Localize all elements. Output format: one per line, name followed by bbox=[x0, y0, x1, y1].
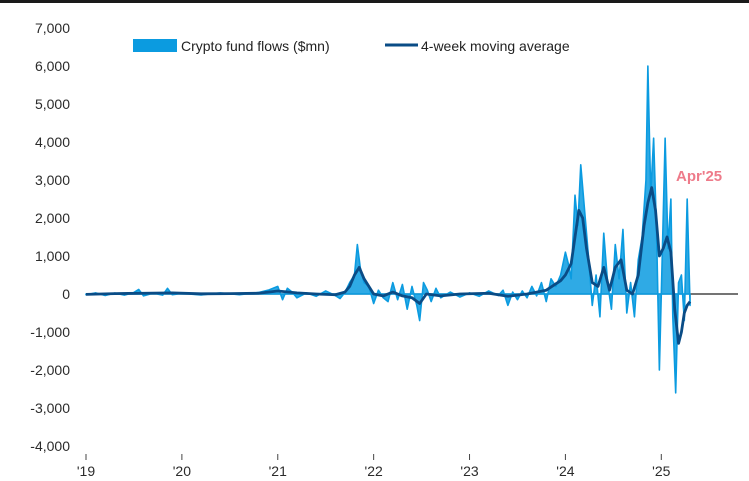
x-tick-label: '22 bbox=[365, 463, 383, 479]
annotations: Apr'25 bbox=[676, 168, 722, 185]
x-tick-label: '21 bbox=[269, 463, 287, 479]
legend-label-fund-flows: Crypto fund flows ($mn) bbox=[181, 38, 330, 54]
x-tick-label: '25 bbox=[652, 463, 670, 479]
y-tick-label: -4,000 bbox=[30, 438, 70, 454]
y-tick-label: 1,000 bbox=[35, 248, 70, 264]
y-tick-label: 0 bbox=[62, 286, 70, 302]
top-border bbox=[0, 0, 749, 3]
y-tick-label: 6,000 bbox=[35, 58, 70, 74]
x-axis: '19 '20 '21 '22 '23 '24 '25 bbox=[77, 293, 738, 479]
y-tick-label: 5,000 bbox=[35, 96, 70, 112]
x-tick-label: '19 bbox=[77, 463, 95, 479]
legend-label-moving-average: 4-week moving average bbox=[421, 38, 570, 54]
y-axis: 7,000 6,000 5,000 4,000 3,000 2,000 1,000 0 -1,0… bbox=[30, 20, 70, 454]
y-tick-label: -1,000 bbox=[30, 324, 70, 340]
y-tick-label: 7,000 bbox=[35, 20, 70, 36]
x-tick-label: '20 bbox=[173, 463, 191, 479]
legend-swatch-fund-flows bbox=[133, 39, 177, 52]
annotation-apr25: Apr'25 bbox=[676, 168, 722, 185]
x-tick-label: '23 bbox=[460, 463, 478, 479]
series-4-week-moving-average bbox=[85, 186, 692, 345]
y-tick-label: 4,000 bbox=[35, 134, 70, 150]
y-tick-label: -2,000 bbox=[30, 362, 70, 378]
series-crypto-fund-flows bbox=[85, 65, 691, 394]
y-tick-label: 2,000 bbox=[35, 210, 70, 226]
legend: Crypto fund flows ($mn) 4-week moving ave… bbox=[133, 38, 570, 54]
y-tick-label: 3,000 bbox=[35, 172, 70, 188]
x-tick-label: '24 bbox=[556, 463, 574, 479]
y-tick-label: -3,000 bbox=[30, 400, 70, 416]
plot-area bbox=[85, 65, 692, 394]
